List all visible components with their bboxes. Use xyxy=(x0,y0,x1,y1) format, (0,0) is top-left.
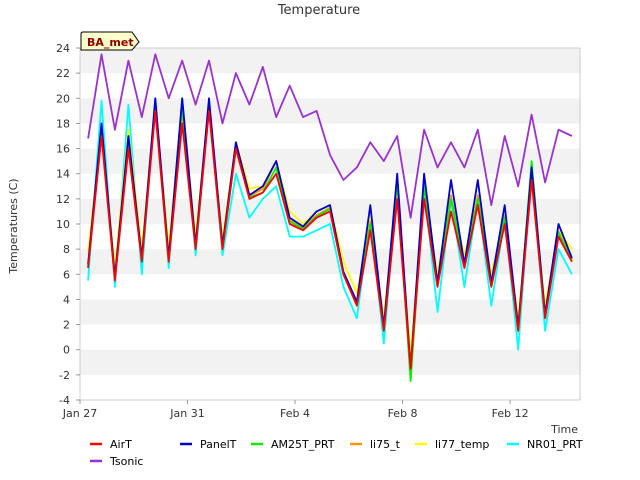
y-tick-label: 16 xyxy=(56,143,70,156)
y-tick-label: -2 xyxy=(59,369,70,382)
grid-band xyxy=(80,274,580,300)
legend-label: NR01_PRT xyxy=(527,438,583,451)
y-tick-label: 10 xyxy=(56,218,70,231)
y-axis-title: Temperatures (C) xyxy=(7,178,20,274)
legend-label: li75_t xyxy=(370,438,401,451)
y-tick-label: 6 xyxy=(63,268,70,281)
legend-label: Tsonic xyxy=(109,455,143,468)
y-tick-label: 2 xyxy=(63,319,70,332)
x-tick-label: Jan 27 xyxy=(62,407,97,420)
legend: AirT PanelT AM25T_PRT li75_t li77_temp NR01_P… xyxy=(90,438,583,468)
station-badge: BA_met xyxy=(80,31,140,51)
y-tick-label: 4 xyxy=(63,293,70,306)
grid-band xyxy=(80,98,580,124)
grid-band xyxy=(80,349,580,375)
station-badge-label: BA_met xyxy=(87,36,134,49)
grid-band xyxy=(80,299,580,325)
series-line-airt xyxy=(87,110,573,370)
grid-band xyxy=(80,324,580,350)
x-tick-label: Feb 4 xyxy=(280,407,310,420)
y-tick-label: 22 xyxy=(56,67,70,80)
legend-label: li77_temp xyxy=(435,438,489,451)
legend-label: PanelT xyxy=(200,438,237,451)
grid-band xyxy=(80,374,580,400)
legend-label: AirT xyxy=(110,438,132,451)
y-tick-label: 24 xyxy=(56,42,70,55)
grid-band xyxy=(80,48,580,74)
series-lines xyxy=(87,53,573,383)
grid-band xyxy=(80,123,580,149)
grid-band xyxy=(80,173,580,199)
y-tick-label: 18 xyxy=(56,117,70,130)
x-tick-label: Feb 8 xyxy=(388,407,418,420)
grid-band xyxy=(80,249,580,275)
series-line-nr01-prt xyxy=(87,97,573,370)
y-tick-label: 0 xyxy=(63,344,70,357)
x-tick-label: Feb 12 xyxy=(492,407,529,420)
chart-title: Temperature xyxy=(277,3,360,18)
series-line-tsonic xyxy=(87,53,573,219)
x-tick-label: Jan 31 xyxy=(169,407,204,420)
legend-label: AM25T_PRT xyxy=(271,438,335,451)
grid-band xyxy=(80,73,580,99)
y-tick-label: 8 xyxy=(63,243,70,256)
y-tick-label: 12 xyxy=(56,193,70,206)
y-tick-label: 14 xyxy=(56,168,70,181)
y-tick-label: 20 xyxy=(56,92,70,105)
x-axis-title: Time xyxy=(550,423,578,436)
x-axis-ticks: Jan 27 Jan 31 Feb 4 Feb 8 Feb 12 xyxy=(62,400,529,420)
y-tick-label: -4 xyxy=(59,394,70,407)
